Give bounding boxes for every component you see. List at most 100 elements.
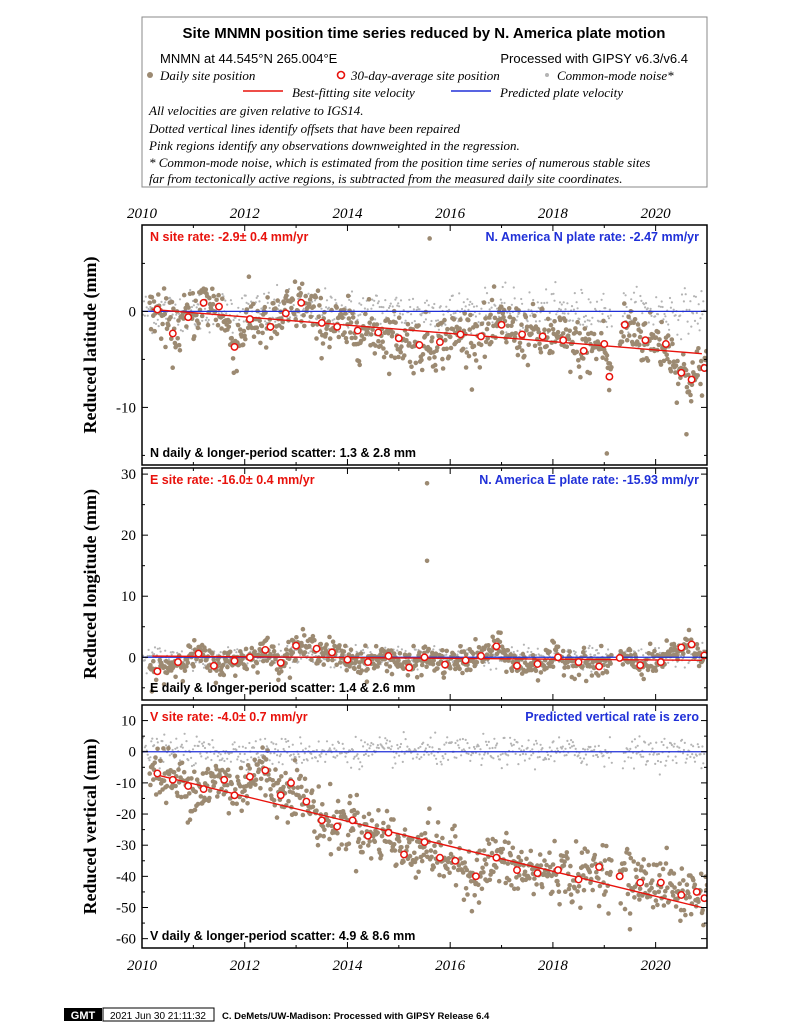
daily-point bbox=[240, 342, 246, 348]
cmn-point bbox=[674, 665, 677, 668]
cmn-point bbox=[495, 744, 498, 747]
daily-point bbox=[297, 795, 303, 801]
cmn-point bbox=[480, 763, 483, 767]
avg30-point bbox=[261, 766, 270, 775]
daily-point bbox=[317, 303, 322, 308]
daily-point bbox=[246, 274, 252, 280]
cmn-point bbox=[206, 321, 209, 324]
cmn-point bbox=[355, 754, 358, 757]
cmn-point bbox=[569, 746, 572, 749]
cmn-point bbox=[257, 756, 260, 759]
daily-point bbox=[392, 355, 398, 361]
daily-point bbox=[388, 840, 393, 845]
daily-point bbox=[214, 766, 219, 772]
cmn-point bbox=[203, 746, 207, 750]
cmn-point bbox=[376, 744, 379, 747]
cmn-point bbox=[569, 319, 572, 322]
daily-point bbox=[254, 325, 260, 331]
daily-point bbox=[233, 673, 238, 678]
cmn-point bbox=[292, 753, 295, 756]
cmn-point bbox=[663, 312, 666, 316]
cmn-point bbox=[649, 307, 652, 310]
daily-point bbox=[379, 853, 384, 858]
daily-point bbox=[624, 846, 630, 852]
cmn-point bbox=[640, 299, 643, 302]
daily-point bbox=[319, 646, 324, 651]
daily-point bbox=[334, 662, 340, 668]
cmn-point bbox=[276, 754, 279, 757]
daily-point bbox=[450, 327, 456, 332]
avg30-point bbox=[615, 872, 624, 881]
daily-point bbox=[295, 785, 301, 790]
daily-point bbox=[627, 333, 632, 338]
daily-point bbox=[406, 659, 411, 664]
daily-point bbox=[161, 286, 167, 291]
daily-point bbox=[411, 370, 416, 376]
daily-point bbox=[297, 286, 302, 291]
daily-point bbox=[207, 295, 212, 301]
daily-point bbox=[311, 304, 317, 309]
cmn-point bbox=[371, 753, 374, 756]
cmn-point bbox=[608, 736, 612, 739]
cmn-point bbox=[570, 305, 574, 308]
cmn-point bbox=[313, 299, 317, 302]
avg30-point bbox=[276, 791, 285, 800]
cmn-point bbox=[606, 325, 609, 329]
daily-point bbox=[255, 762, 260, 767]
daily-point bbox=[292, 758, 298, 763]
cmn-point bbox=[414, 749, 417, 752]
cmn-point bbox=[633, 738, 637, 741]
daily-point bbox=[205, 322, 211, 328]
cmn-point bbox=[435, 319, 438, 322]
cmn-point bbox=[268, 759, 271, 762]
cmn-point bbox=[143, 659, 146, 662]
daily-point bbox=[587, 869, 593, 875]
daily-point bbox=[519, 671, 525, 676]
cmn-point bbox=[266, 301, 269, 304]
cmn-point bbox=[158, 647, 161, 650]
daily-point bbox=[673, 904, 679, 909]
daily-point bbox=[479, 886, 485, 892]
daily-point bbox=[220, 296, 225, 302]
daily-point bbox=[419, 672, 424, 678]
cmn-point bbox=[602, 292, 605, 295]
daily-point bbox=[335, 798, 341, 804]
daily-point bbox=[619, 339, 625, 345]
daily-point bbox=[581, 356, 586, 361]
cmn-point bbox=[307, 652, 310, 655]
daily-point bbox=[349, 335, 355, 341]
cmn-point bbox=[302, 307, 305, 310]
cmn-point bbox=[420, 756, 423, 759]
cmn-point bbox=[324, 760, 327, 764]
daily-point bbox=[472, 352, 478, 357]
daily-point bbox=[215, 794, 220, 799]
daily-point bbox=[258, 785, 263, 791]
daily-point bbox=[399, 845, 404, 850]
daily-point bbox=[259, 323, 265, 329]
cmn-point bbox=[182, 753, 185, 757]
daily-point bbox=[562, 665, 567, 670]
cmn-point bbox=[258, 300, 261, 303]
cmn-point bbox=[365, 749, 368, 752]
daily-point bbox=[637, 334, 643, 340]
avg30-point bbox=[328, 648, 336, 657]
daily-point bbox=[284, 289, 290, 294]
cmn-point bbox=[362, 745, 365, 748]
daily-point bbox=[608, 661, 613, 666]
daily-point bbox=[356, 664, 362, 670]
cmn-point bbox=[505, 753, 508, 756]
daily-point bbox=[528, 848, 534, 854]
cmn-point bbox=[465, 648, 468, 651]
cmn-point bbox=[387, 306, 391, 309]
cmn-point bbox=[487, 301, 490, 304]
cmn-point bbox=[362, 753, 366, 757]
daily-point bbox=[158, 336, 164, 342]
cmn-point bbox=[151, 651, 154, 654]
cmn-point bbox=[327, 749, 330, 752]
daily-point bbox=[445, 859, 451, 865]
cmn-point bbox=[231, 331, 234, 334]
cmn-point bbox=[423, 320, 426, 324]
cmn-point bbox=[320, 307, 323, 310]
cmn-point bbox=[654, 647, 657, 650]
daily-point bbox=[363, 643, 368, 648]
